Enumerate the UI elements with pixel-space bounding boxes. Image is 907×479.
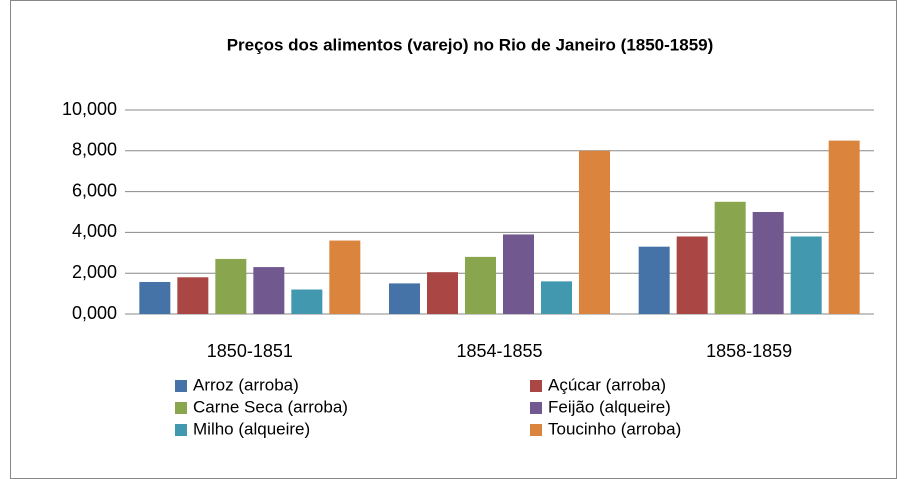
- bar: [139, 281, 171, 314]
- legend-swatch: [530, 402, 542, 414]
- bar: [253, 267, 285, 314]
- legend-swatch: [175, 424, 187, 436]
- y-tick-label: 10,000: [62, 99, 117, 119]
- bar: [427, 272, 458, 314]
- bar: [329, 240, 361, 314]
- legend-label: Milho (alqueire): [193, 419, 310, 438]
- y-tick-label: 2,000: [72, 262, 117, 282]
- bar: [638, 246, 670, 314]
- legend-label: Arroz (arroba): [193, 375, 299, 394]
- bar: [828, 140, 860, 314]
- bar: [752, 212, 784, 314]
- bar: [177, 277, 209, 314]
- legend-label: Açúcar (arroba): [548, 375, 666, 394]
- legend-label: Feijão (alqueire): [548, 397, 671, 416]
- chart-border: [10, 0, 897, 479]
- y-tick-label: 6,000: [72, 180, 117, 200]
- bar: [465, 256, 496, 314]
- legend-swatch: [175, 380, 187, 392]
- y-tick-label: 4,000: [72, 221, 117, 241]
- legend-swatch: [175, 402, 187, 414]
- bar: [790, 236, 822, 314]
- y-tick-label: 0,000: [72, 303, 117, 323]
- bar: [389, 283, 420, 314]
- legend-label: Carne Seca (arroba): [193, 397, 348, 416]
- legend-label: Toucinho (arroba): [548, 419, 681, 438]
- y-tick-label: 8,000: [72, 140, 117, 160]
- bar: [676, 236, 708, 314]
- x-tick-label: 1854-1855: [456, 341, 542, 361]
- chart-title: Preços dos alimentos (varejo) no Rio de …: [227, 35, 714, 54]
- legend-swatch: [530, 424, 542, 436]
- x-tick-label: 1850-1851: [207, 341, 293, 361]
- bar: [714, 201, 746, 314]
- x-tick-label: 1858-1859: [706, 341, 792, 361]
- bar: [541, 281, 572, 314]
- bar: [579, 150, 610, 314]
- bar: [291, 289, 323, 314]
- bar: [215, 258, 247, 314]
- bar: [503, 234, 534, 314]
- legend-swatch: [530, 380, 542, 392]
